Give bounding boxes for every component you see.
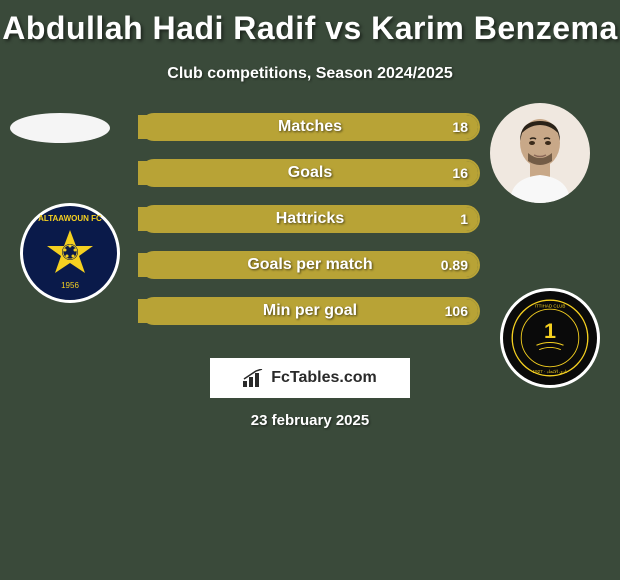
bar-value-right: 1	[460, 205, 468, 233]
player2-photo	[490, 103, 590, 203]
stat-row-matches: Matches 18	[140, 113, 480, 141]
stat-row-hattricks: Hattricks 1	[140, 205, 480, 233]
page-subtitle: Club competitions, Season 2024/2025	[0, 65, 620, 83]
stat-row-min-per-goal: Min per goal 106	[140, 297, 480, 325]
bar-value-right: 106	[445, 297, 468, 325]
player1-club-badge: ALTAAWOUN FC 1956	[20, 203, 120, 303]
stat-row-goals-per-match: Goals per match 0.89	[140, 251, 480, 279]
bar-value-right: 0.89	[441, 251, 468, 279]
bar-label: Hattricks	[140, 205, 480, 233]
bar-label: Goals	[140, 159, 480, 187]
bar-label: Goals per match	[140, 251, 480, 279]
chart-icon	[243, 369, 265, 387]
footer-brand-logo: FcTables.com	[210, 358, 410, 398]
stat-row-goals: Goals 16	[140, 159, 480, 187]
player1-photo	[10, 113, 110, 143]
badge-left-text: ALTAAWOUN FC	[38, 214, 102, 223]
player2-club-badge: 1 نادي الاتحاد · 1927 ITTIHAD CLUB	[500, 288, 600, 388]
comparison-area: ALTAAWOUN FC 1956 1 نادي الاتحاد · 1927	[0, 113, 620, 363]
bar-value-right: 18	[452, 113, 468, 141]
bar-value-right: 16	[452, 159, 468, 187]
player2-silhouette	[500, 113, 580, 203]
stats-bars: Matches 18 Goals 16 Hattricks 1 Goals pe…	[140, 113, 480, 325]
svg-text:نادي الاتحاد · 1927: نادي الاتحاد · 1927	[533, 369, 568, 374]
bar-label: Matches	[140, 113, 480, 141]
page-title: Abdullah Hadi Radif vs Karim Benzema	[0, 0, 620, 47]
badge-left-star-icon	[45, 228, 95, 278]
badge-left-year: 1956	[61, 281, 79, 290]
svg-text:1: 1	[544, 318, 556, 343]
footer-date: 23 february 2025	[0, 412, 620, 429]
badge-right-icon: 1 نادي الاتحاد · 1927 ITTIHAD CLUB	[505, 293, 595, 383]
footer-brand-text: FcTables.com	[271, 369, 377, 387]
bar-label: Min per goal	[140, 297, 480, 325]
svg-text:ITTIHAD CLUB: ITTIHAD CLUB	[535, 303, 566, 308]
